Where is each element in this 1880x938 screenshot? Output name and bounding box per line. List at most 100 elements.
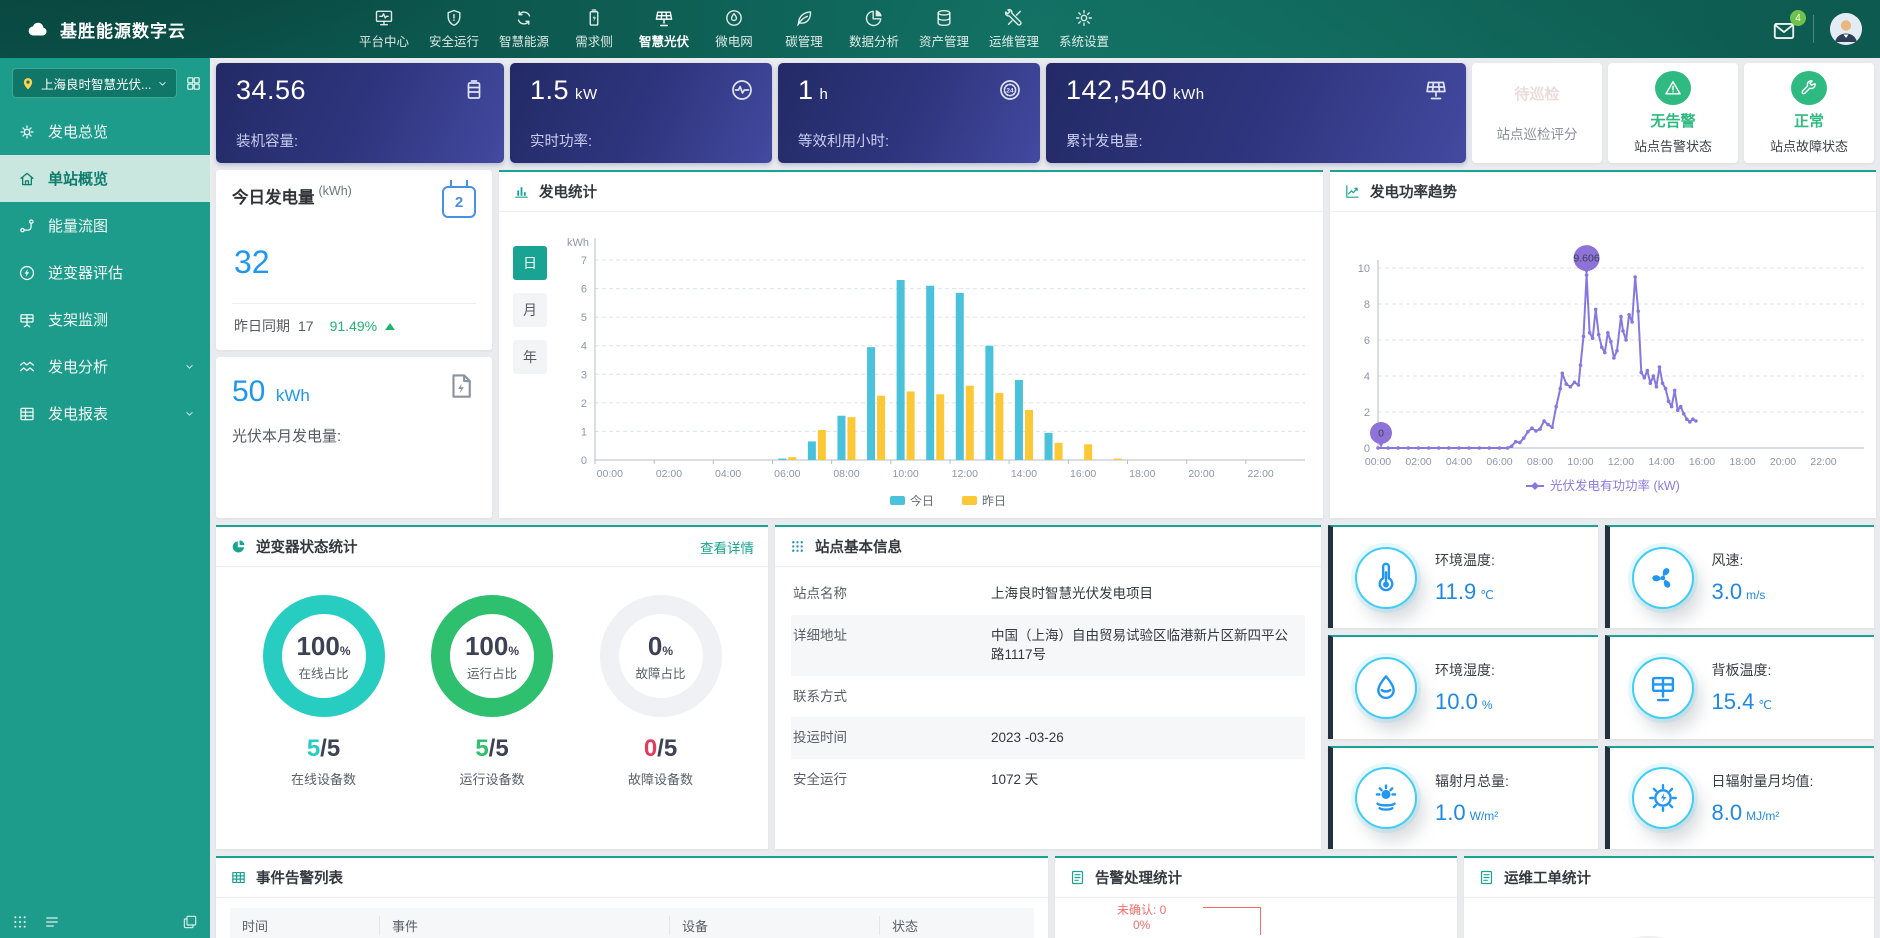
- event-table-header: 时间事件设备状态: [230, 908, 1034, 938]
- period-tab-月[interactable]: 月: [513, 293, 547, 327]
- sidebar-item-label: 发电分析: [48, 356, 108, 377]
- svg-text:0: 0: [581, 455, 587, 467]
- status-card-score: 待巡检站点巡检评分: [1472, 63, 1602, 163]
- solar-panel-icon: [1424, 78, 1448, 102]
- site-info-label: 联系方式: [791, 676, 991, 718]
- user-avatar[interactable]: [1830, 13, 1862, 45]
- inverter-gauge: 100%在线占比5/5在线设备数: [263, 595, 385, 788]
- power-trend-line-chart: 024681000:0002:0004:0006:0008:0010:0012:…: [1338, 216, 1868, 508]
- weather-card: 日辐射量月均值:8.0MJ/m²: [1605, 746, 1875, 849]
- svg-text:6: 6: [581, 284, 587, 296]
- nav-divider: [1813, 15, 1814, 43]
- svg-text:08:00: 08:00: [833, 468, 859, 480]
- data-analysis-icon: [864, 8, 884, 28]
- callout-connector: [1203, 907, 1261, 935]
- nav-right: 4: [1771, 13, 1862, 45]
- clock24-icon: 24: [998, 78, 1022, 102]
- svg-text:10: 10: [1358, 263, 1370, 275]
- work-order-title: 运维工单统计: [1504, 867, 1591, 888]
- gauge-percent: 0: [648, 631, 662, 661]
- menu-collapse-icon[interactable]: [44, 914, 60, 930]
- table-icon: [230, 869, 247, 886]
- svg-text:光伏发电有功功率 (kW): 光伏发电有功功率 (kW): [1550, 478, 1680, 493]
- nav-item-6[interactable]: 微电网: [704, 2, 764, 57]
- app-title: 基胜能源数字云: [60, 17, 186, 42]
- nav-item-8[interactable]: 数据分析: [844, 2, 904, 57]
- sidebar-item-label: 支架监测: [48, 309, 108, 330]
- chevron-down-icon: [156, 77, 169, 90]
- menu-grid-icon[interactable]: [12, 914, 28, 930]
- analysis-icon: [18, 358, 36, 376]
- site-info-label: 安全运行: [791, 759, 991, 801]
- sidebar-item-label: 能量流图: [48, 215, 108, 236]
- site-info-row: 联系方式: [791, 676, 1305, 718]
- trend-up-icon: [385, 323, 395, 330]
- kpi-value: 142,540kWh: [1066, 75, 1205, 106]
- ops-mgmt-icon: [1004, 8, 1024, 28]
- nav-item-10[interactable]: 运维管理: [984, 2, 1044, 57]
- nav-item-2[interactable]: 安全运行: [424, 2, 484, 57]
- nav-item-7[interactable]: 碳管理: [774, 2, 834, 57]
- site-info-label: 详细地址: [791, 615, 991, 676]
- gauge-count: 5/5: [475, 735, 508, 763]
- nav-item-11[interactable]: 系统设置: [1054, 2, 1114, 57]
- sidebar-item-label: 发电报表: [48, 403, 108, 424]
- view-details-link[interactable]: 查看详情: [700, 537, 754, 557]
- gauge-count: 5/5: [307, 735, 340, 763]
- sidebar-item-5[interactable]: 支架监测: [0, 296, 210, 343]
- svg-text:00:00: 00:00: [1365, 456, 1391, 468]
- app-logo: 基胜能源数字云: [26, 17, 236, 42]
- smart-pv-icon: [654, 8, 674, 28]
- menu-list-icon: [44, 914, 60, 930]
- station-selector[interactable]: 上海良时智慧光伏...: [12, 68, 177, 98]
- window-copy-icon[interactable]: [182, 914, 198, 930]
- weather-card: 背板温度:15.4℃: [1605, 635, 1875, 738]
- sidebar-item-label: 发电总览: [48, 121, 108, 142]
- generation-stats-title: 发电统计: [539, 181, 597, 202]
- month-generation-label: 光伏本月发电量:: [232, 425, 476, 446]
- weather-value: 10.0%: [1435, 689, 1495, 715]
- mail-button[interactable]: 4: [1771, 18, 1797, 40]
- nav-item-9[interactable]: 资产管理: [914, 2, 974, 57]
- svg-text:06:00: 06:00: [774, 468, 800, 480]
- site-info-panel: 站点基本信息 站点名称上海良时智慧光伏发电项目详细地址中国（上海）自由贸易试验区…: [775, 525, 1321, 849]
- power-trend-title: 发电功率趋势: [1370, 181, 1457, 202]
- weather-card: 辐射月总量:1.0W/m²: [1328, 746, 1598, 849]
- doc-icon: [1069, 869, 1086, 886]
- svg-text:22:00: 22:00: [1247, 468, 1273, 480]
- chevron-down-icon: [156, 77, 169, 90]
- weather-value: 8.0MJ/m²: [1712, 800, 1814, 826]
- sidebar-item-7[interactable]: 发电报表: [0, 390, 210, 437]
- nav-item-3[interactable]: 智慧能源: [494, 2, 554, 57]
- system-settings-icon: [1074, 8, 1094, 28]
- kpi-label: 累计发电量:: [1066, 130, 1448, 151]
- sidebar-item-4[interactable]: 逆变器评估: [0, 249, 210, 296]
- gauge-count: 0/5: [644, 735, 677, 763]
- nav-item-4[interactable]: 需求侧: [564, 2, 624, 57]
- period-tab-年[interactable]: 年: [513, 340, 547, 374]
- platform-center-icon: [374, 8, 394, 28]
- svg-text:04:00: 04:00: [715, 468, 741, 480]
- sidebar-item-6[interactable]: 发电分析: [0, 343, 210, 390]
- sidebar-footer: [12, 914, 198, 930]
- sidebar-item-2[interactable]: 单站概览: [0, 155, 210, 202]
- period-tab-日[interactable]: 日: [513, 246, 547, 280]
- nav-item-5[interactable]: 智慧光伏: [634, 2, 694, 57]
- nav-item-label: 资产管理: [919, 31, 969, 50]
- weather-card: 风速:3.0m/s: [1605, 525, 1875, 628]
- sidebar-item-3[interactable]: 能量流图: [0, 202, 210, 249]
- station-grid-button[interactable]: [185, 75, 202, 92]
- nav-item-label: 需求侧: [575, 31, 613, 50]
- site-info-row: 投运时间2023 -03-26: [791, 717, 1305, 759]
- svg-text:02:00: 02:00: [656, 468, 682, 480]
- info-row: 逆变器状态统计 查看详情 100%在线占比5/5在线设备数100%运行占比5/5…: [216, 525, 1874, 849]
- generation-stats-panel: 发电统计 日月年 01234567kWh00:0002:0004:0006:00…: [499, 170, 1323, 518]
- inverter-gauges: 100%在线占比5/5在线设备数100%运行占比5/5运行设备数0%故障占比0/…: [216, 567, 768, 849]
- event-alarm-panel: 事件告警列表 时间事件设备状态: [216, 856, 1048, 938]
- power-trend-panel: 发电功率趋势 024681000:0002:0004:0006:0008:001…: [1330, 170, 1876, 518]
- alarm-stats-panel: 告警处理统计 未确认: 0 0%: [1055, 856, 1457, 938]
- sidebar-item-1[interactable]: 发电总览: [0, 108, 210, 155]
- site-info-value: 中国（上海）自由贸易试验区临港新片区新四平公路1117号: [991, 615, 1305, 676]
- svg-text:2: 2: [581, 398, 587, 410]
- nav-item-1[interactable]: 平台中心: [354, 2, 414, 57]
